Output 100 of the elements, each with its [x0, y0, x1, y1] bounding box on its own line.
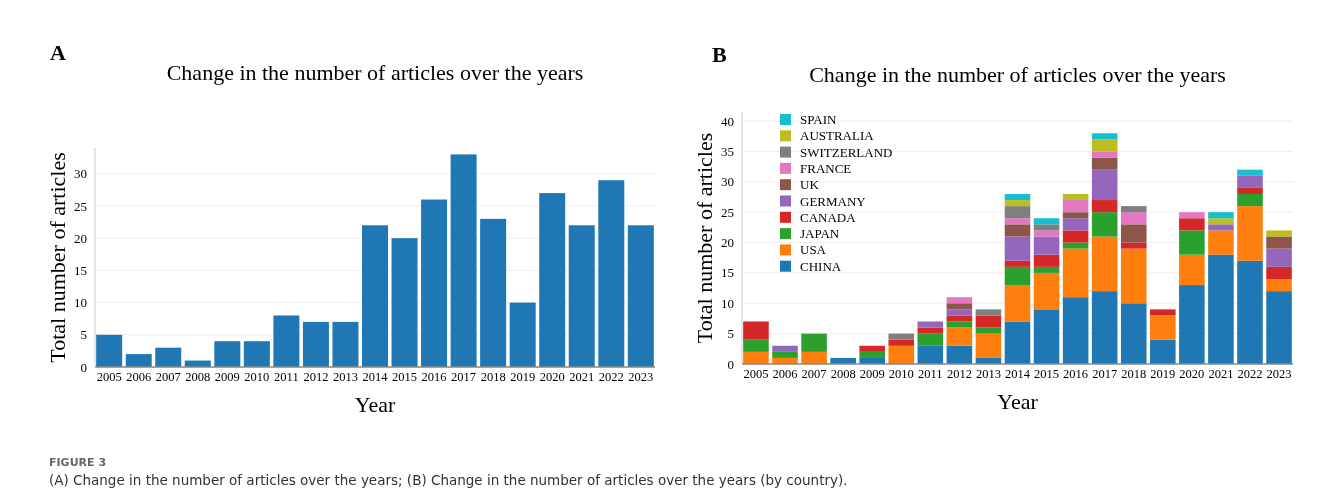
bar [946, 345, 973, 364]
x-tick-label: 2014 [362, 370, 389, 384]
bar [1266, 236, 1292, 249]
x-tick-label: 2022 [598, 370, 624, 384]
bar [568, 225, 595, 367]
legend-label: JAPAN [800, 226, 840, 242]
bar [772, 345, 798, 352]
bar [1091, 157, 1118, 170]
bar [1062, 200, 1089, 213]
bar [1208, 218, 1234, 225]
x-tick-label: 2011 [918, 367, 943, 381]
x-tick-label: 2008 [830, 367, 856, 381]
bar [1033, 236, 1060, 255]
y-tick-label: 0 [80, 359, 87, 375]
x-tick-label: 2019 [510, 370, 536, 384]
legend-label: USA [800, 242, 827, 258]
x-axis-title: Year [997, 389, 1039, 414]
legend-label: SPAIN [800, 112, 837, 128]
bar [1004, 236, 1031, 261]
x-tick-label: 2023 [1266, 367, 1292, 381]
x-tick-label: 2016 [1063, 367, 1089, 381]
bar [1033, 224, 1060, 231]
bar [1237, 169, 1263, 176]
x-tick-label: 2019 [1150, 367, 1176, 381]
y-tick-label: 10 [721, 295, 734, 311]
legend-label: GERMANY [800, 193, 867, 209]
bar [1033, 309, 1060, 364]
bar [1091, 139, 1118, 152]
x-tick-label: 2021 [1208, 367, 1234, 381]
bar [273, 315, 300, 367]
x-tick-label: 2015 [1034, 367, 1060, 381]
bar [1033, 272, 1060, 310]
bar [1179, 254, 1205, 286]
x-tick-label: 2006 [772, 367, 798, 381]
bar [1062, 230, 1089, 243]
bar [362, 225, 388, 367]
bar [125, 354, 152, 367]
bar [1150, 339, 1176, 364]
bar [975, 327, 1002, 334]
bar [1237, 187, 1263, 194]
bar [1208, 254, 1234, 364]
bar [1004, 260, 1031, 267]
x-tick-label: 2011 [274, 370, 299, 384]
bar [1208, 224, 1234, 231]
bar [96, 334, 123, 367]
y-axis-title: Total number of articles [45, 152, 70, 363]
bar [1062, 193, 1089, 201]
bar [509, 302, 536, 367]
x-tick-label: 2017 [451, 370, 477, 384]
y-axis-title: Total number of articles [692, 132, 717, 344]
bar [888, 345, 915, 364]
bar [1062, 212, 1089, 219]
text: A [50, 40, 66, 65]
bar [155, 347, 182, 367]
bar [598, 180, 625, 367]
bar [332, 321, 359, 367]
bar [1179, 218, 1205, 231]
bar [1150, 309, 1176, 316]
bar [1062, 218, 1089, 231]
x-tick-label: 2012 [946, 367, 972, 381]
bar [1120, 248, 1147, 304]
x-tick-label: 2010 [888, 367, 914, 381]
x-tick-label: 2022 [1237, 367, 1263, 381]
x-axis-title: Year [354, 392, 396, 417]
bar [917, 333, 944, 346]
x-tick-label: 2007 [801, 367, 827, 381]
x-tick-label: 2020 [539, 370, 565, 384]
y-tick-label: 5 [80, 327, 87, 343]
bar [421, 199, 448, 367]
bar [917, 321, 944, 328]
bar [1062, 242, 1089, 249]
bar [743, 321, 769, 340]
bar [1150, 315, 1176, 340]
text: B [712, 42, 727, 67]
bar [1266, 248, 1292, 267]
bar [1091, 133, 1118, 140]
bar [1120, 224, 1147, 243]
bar [946, 297, 973, 304]
bar [1033, 218, 1060, 225]
y-tick-label: 0 [727, 356, 734, 372]
bar [1062, 297, 1089, 364]
bar [1091, 236, 1118, 292]
bar [772, 351, 798, 358]
chart-title: Change in the number of articles over the years [166, 60, 584, 85]
bar [1179, 285, 1205, 364]
x-tick-label: 2005 [743, 367, 769, 381]
bar [1004, 224, 1031, 237]
legend-label: CHINA [800, 258, 842, 274]
chart-title: Change in the number of articles over the years [809, 62, 1226, 87]
x-tick-label: 2005 [96, 370, 122, 384]
x-tick-label: 2020 [1179, 367, 1205, 381]
bar [1033, 254, 1060, 267]
bar [859, 351, 885, 358]
y-tick-label: 30 [721, 174, 734, 190]
x-tick-label: 2023 [628, 370, 654, 384]
bar [1237, 193, 1263, 207]
bar [946, 309, 973, 316]
x-tick-label: 2018 [1121, 367, 1147, 381]
bar [1179, 212, 1205, 219]
bar [1266, 291, 1292, 364]
